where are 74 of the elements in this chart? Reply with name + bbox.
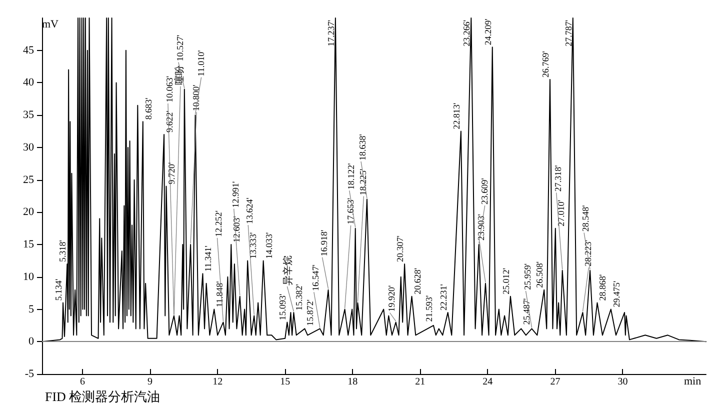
annotation: 20.628' [412,268,422,294]
annotation: 9.622' [164,110,175,133]
annotation: 11.848' [214,280,225,308]
annotation: 27.010' [556,200,566,226]
annotation: 8.683' [143,97,154,120]
annotation: 24.209' [482,18,493,46]
annotation: 9.720' [166,162,177,184]
y-tick-label: 0 [28,336,34,348]
annotation: 12.991' [230,181,240,208]
annotation: 13.624' [244,197,255,224]
annotation: 5.134' [54,278,64,301]
annotation: 16.547' [310,264,320,292]
y-tick-label: 25 [23,174,34,186]
annotation: 28.868' [598,274,608,301]
annotation: 25.487' [522,298,532,325]
annotation: 12.252' [214,210,224,237]
x-tick-label: 6 [80,376,86,388]
annotation: 10.800' [191,84,202,112]
annotation: 11.010' [196,50,206,76]
annotation: 16.918' [318,230,329,256]
annotation: 26.769' [540,50,550,78]
x-tick-label: 9 [148,376,153,388]
annotation: 5.318' [58,240,68,262]
annotation: 22.231' [438,284,448,311]
annotation: 28.223' [583,240,594,266]
y-tick-label: -5 [24,368,34,380]
y-tick-label: 10 [23,270,34,283]
x-tick-label: 18 [348,376,358,388]
annotation: 18.122' [346,162,356,190]
annotation: 10.063' [164,76,174,102]
annotation: 27.318' [552,164,563,192]
annotation: 17.237' [326,20,336,46]
annotation: 15.382' [294,284,304,311]
annotation: 12.603' [232,216,242,243]
y-tick-label: 15 [23,238,34,251]
y-tick-label: 35 [23,109,34,122]
x-tick-label: 30 [618,376,628,388]
annotation: 11.341' [203,245,214,272]
annotation: 噻吩 [173,65,186,86]
annotation: 23.903' [476,214,486,241]
annotation: 27.787' [563,20,574,46]
annotation: 异辛烷 [282,255,294,286]
annotation: 18.225' [358,168,368,196]
y-tick-label: 45 [23,44,34,56]
x-axis-title: min [684,376,702,388]
text: FID 检测器分析汽油 [45,389,160,404]
annotation: 23.609' [479,178,490,205]
annotation: 18.638' [357,134,368,160]
annotation: 21.593' [424,294,434,322]
annotation: 19.920' [386,284,396,312]
x-tick-label: 27 [550,376,560,388]
y-tick-label: 5 [28,303,34,316]
annotation: 15.872' [305,299,316,326]
y-tick-label: 20 [23,206,34,218]
annotation: 28.548' [580,204,591,232]
y-tick-label: 30 [23,141,34,154]
annotation: 14.033' [264,232,274,259]
x-tick-label: 24 [482,376,493,388]
annotation: 29.475' [611,280,622,308]
annotation: 26.508' [534,261,545,288]
x-tick-label: 12 [212,376,223,388]
annotation: 17.653' [345,198,356,224]
y-tick-label: 40 [23,76,34,89]
annotation: 13.333' [248,232,258,259]
annotation: 15.093' [278,293,288,320]
annotation: 10.527' [174,34,185,62]
y-axis-title: mV [42,18,59,30]
annotation: 20.307' [395,235,406,262]
annotation: 25.959' [522,263,532,290]
x-tick-label: 15 [280,376,290,388]
annotation: 22.813' [451,102,462,130]
annotation: 23.266' [462,20,472,46]
x-tick-label: 21 [415,376,426,388]
annotation: 25.012' [500,268,511,294]
